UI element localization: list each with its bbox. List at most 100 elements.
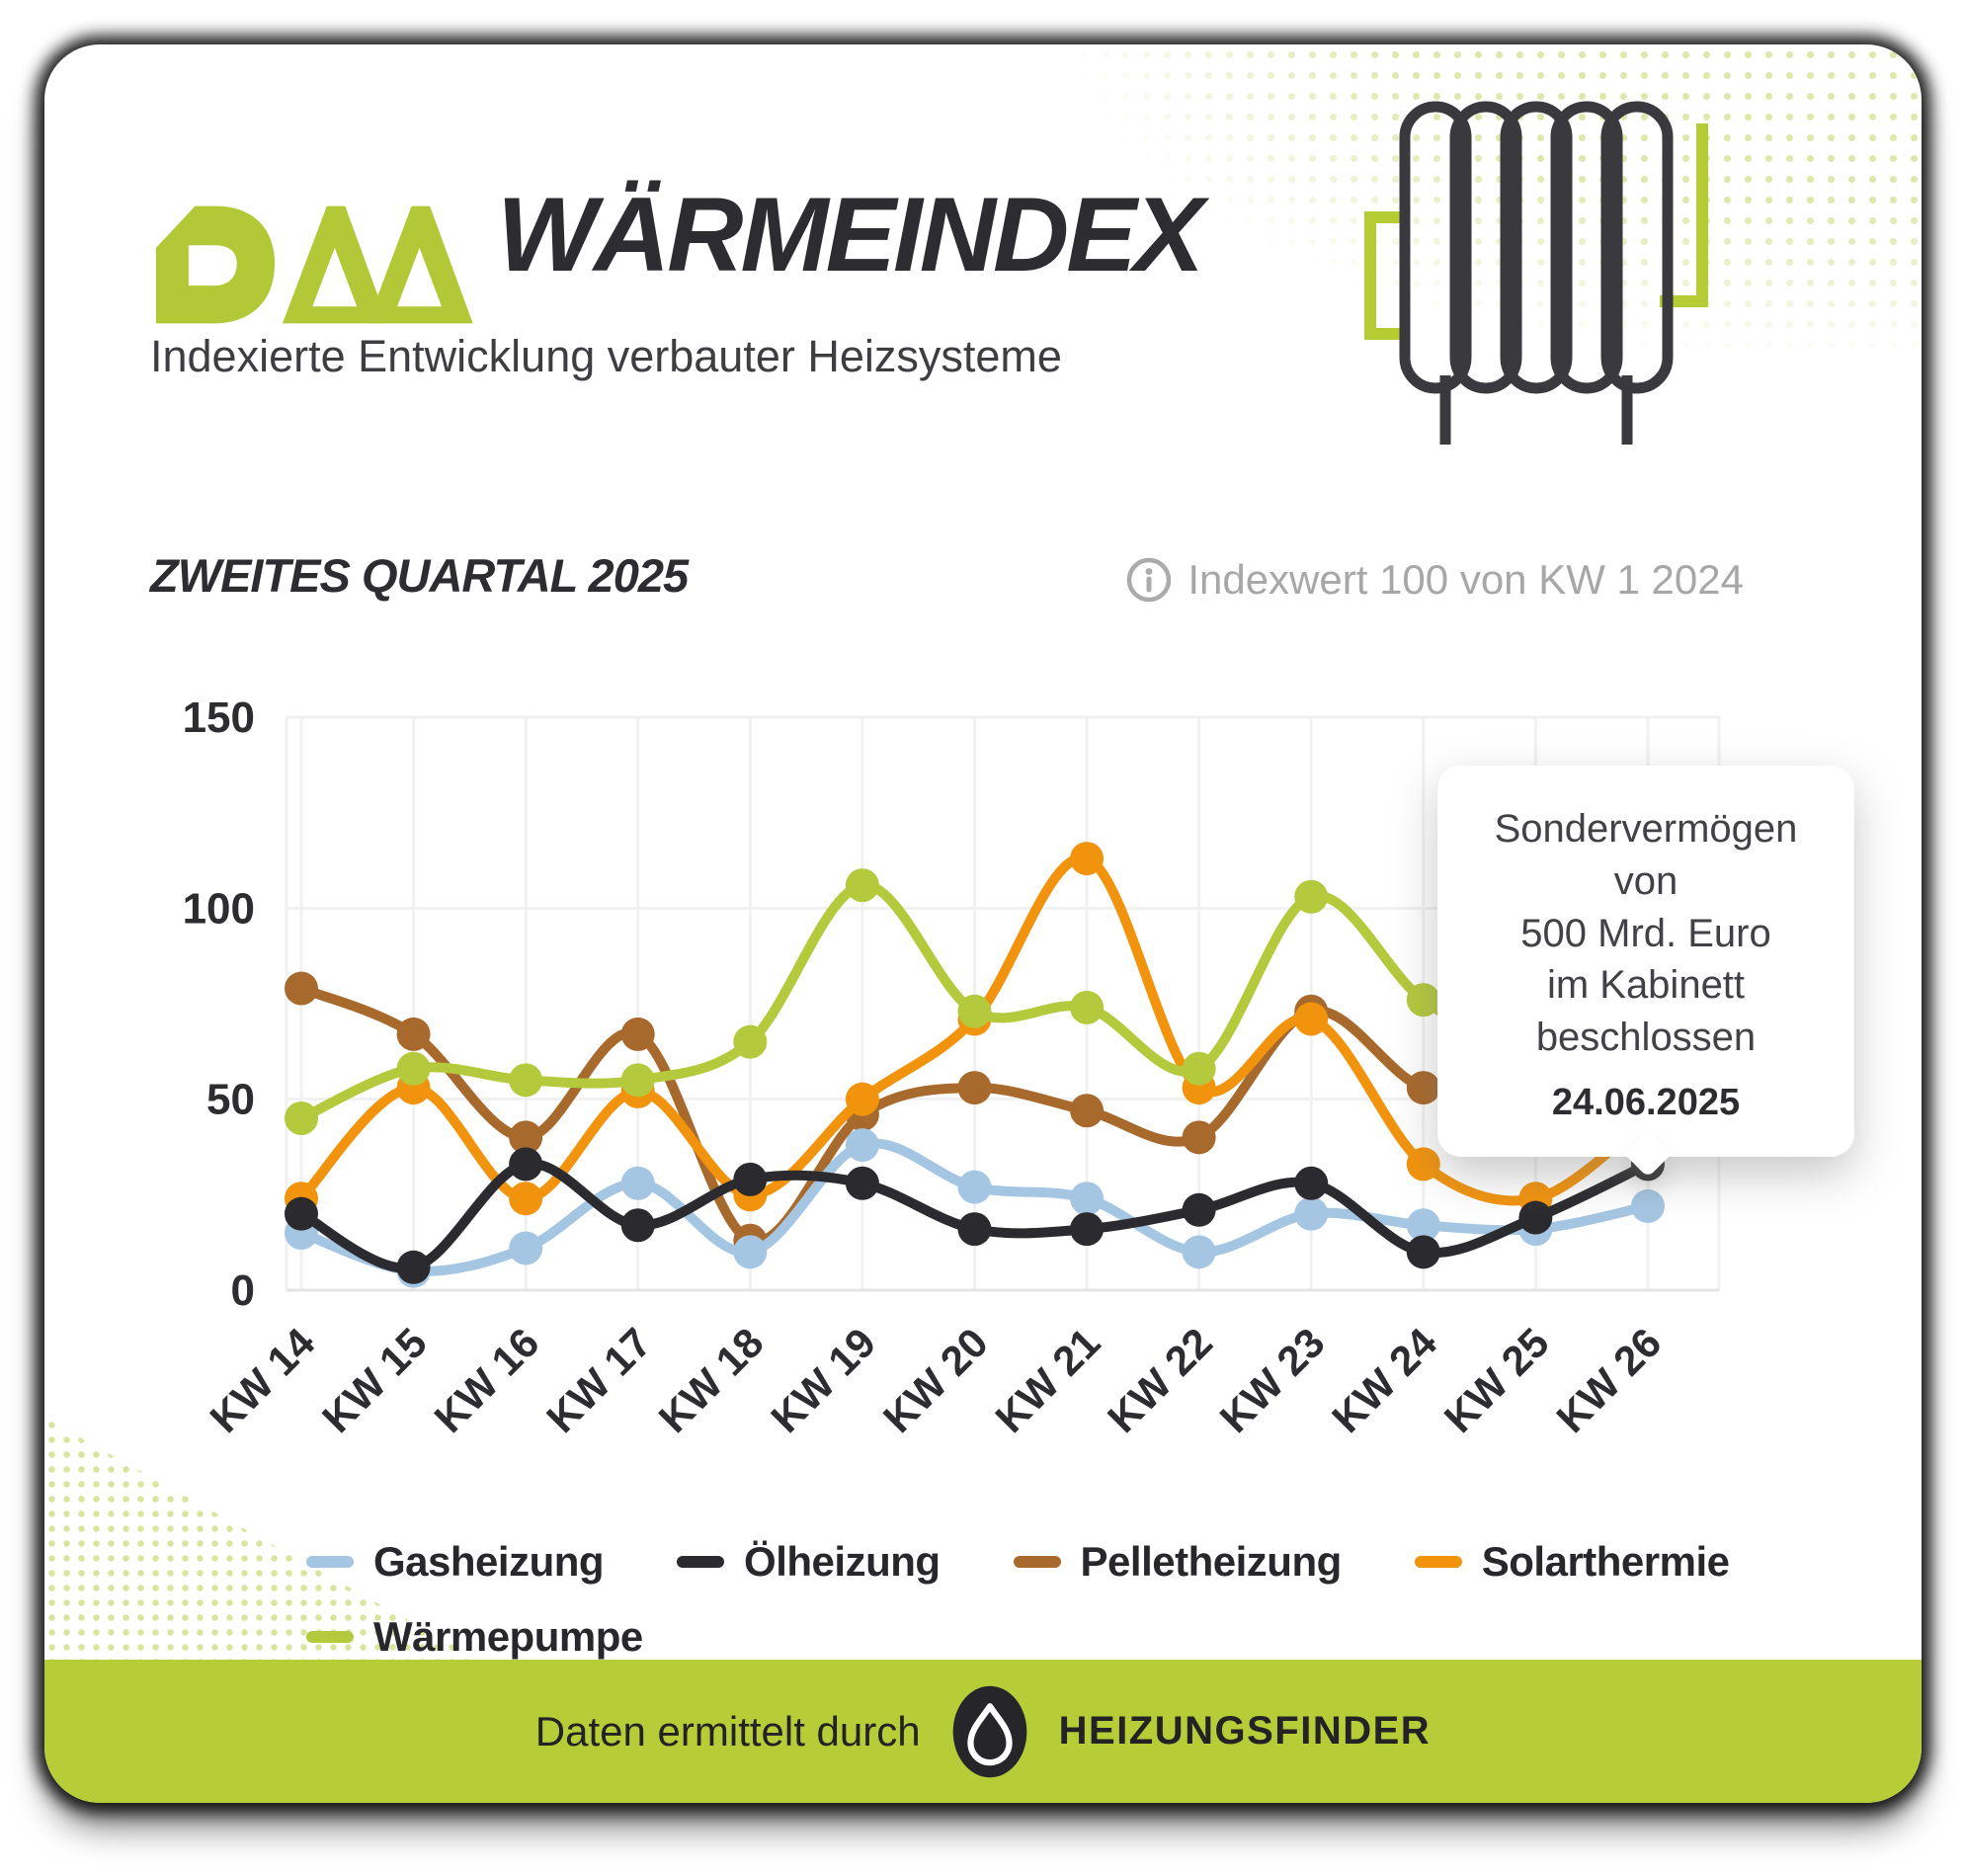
- x-axis-label: KW 21: [986, 1319, 1108, 1441]
- legend-item-ölheizung: Ölheizung: [677, 1538, 941, 1586]
- footer-brand: HEIZUNGSFINDER: [1058, 1709, 1432, 1753]
- point-Pelletheizung-KW 16: [509, 1120, 543, 1155]
- y-axis-label: 0: [231, 1266, 255, 1315]
- point-Gasheizung-KW 16: [509, 1231, 543, 1265]
- y-axis-label: 150: [183, 693, 255, 742]
- point-Wärmepumpe-KW 22: [1182, 1051, 1216, 1086]
- footer-bar: Daten ermittelt durch HEIZUNGSFINDER: [44, 1660, 1922, 1803]
- point-Gasheizung-KW 19: [845, 1128, 879, 1163]
- point-Pelletheizung-KW 20: [957, 1071, 992, 1105]
- point-Pelletheizung-KW 14: [285, 971, 318, 1006]
- radiator-icon: [1364, 101, 1708, 445]
- legend-item-wärmepumpe: Wärmepumpe: [306, 1613, 643, 1661]
- annotation-tooltip: Sondervermögen von 500 Mrd. Euro im Kabi…: [1437, 766, 1854, 1179]
- series-Ölheizung: [285, 1147, 1665, 1284]
- x-axis-label: KW 16: [426, 1319, 548, 1441]
- point-Ölheizung-KW 17: [620, 1208, 655, 1243]
- legend-label: Ölheizung: [744, 1538, 941, 1585]
- info-note: Indexwert 100 von KW 1 2024: [1126, 556, 1744, 604]
- point-Pelletheizung-KW 21: [1070, 1094, 1105, 1128]
- series-Gasheizung: [285, 1128, 1665, 1288]
- page-title: WÄRMEINDEX: [497, 175, 1204, 293]
- legend-label: Solarthermie: [1481, 1538, 1730, 1585]
- point-Pelletheizung-KW 24: [1406, 1071, 1440, 1105]
- legend-item-solarthermie: Solarthermie: [1414, 1538, 1730, 1586]
- point-Ölheizung-KW 15: [396, 1250, 431, 1284]
- legend-swatch: [1414, 1556, 1462, 1568]
- x-axis-label: KW 25: [1435, 1319, 1558, 1441]
- point-Ölheizung-KW 22: [1182, 1192, 1216, 1227]
- legend-swatch: [306, 1631, 354, 1643]
- point-Wärmepumpe-KW 19: [845, 868, 879, 903]
- point-Ölheizung-KW 25: [1518, 1200, 1553, 1235]
- x-axis-label: KW 26: [1547, 1319, 1670, 1441]
- point-Wärmepumpe-KW 17: [620, 1063, 655, 1098]
- point-Ölheizung-KW 18: [733, 1162, 768, 1196]
- x-axis-label: KW 17: [537, 1319, 660, 1441]
- legend-swatch: [306, 1556, 354, 1568]
- point-Gasheizung-KW 23: [1294, 1196, 1329, 1231]
- x-axis-label: KW 19: [762, 1319, 884, 1441]
- point-Wärmepumpe-KW 20: [957, 994, 992, 1028]
- daa-logo: [155, 205, 473, 324]
- point-Pelletheizung-KW 17: [620, 1017, 655, 1051]
- point-Wärmepumpe-KW 24: [1406, 983, 1440, 1018]
- point-Gasheizung-KW 20: [957, 1170, 992, 1204]
- point-Wärmepumpe-KW 16: [509, 1063, 543, 1098]
- legend-label: Gasheizung: [373, 1538, 605, 1585]
- legend-swatch: [677, 1556, 725, 1568]
- point-Wärmepumpe-KW 23: [1294, 879, 1329, 914]
- legend-label: Pelletheizung: [1080, 1538, 1343, 1585]
- info-icon: [1127, 557, 1172, 603]
- point-Wärmepumpe-KW 18: [733, 1024, 768, 1059]
- x-axis-label: KW 22: [1099, 1319, 1221, 1441]
- point-Ölheizung-KW 14: [285, 1196, 318, 1231]
- x-axis-label: KW 15: [313, 1319, 436, 1441]
- point-Wärmepumpe-KW 14: [285, 1101, 318, 1135]
- x-axis-label: KW 18: [650, 1319, 773, 1441]
- x-axis-label: KW 20: [874, 1319, 997, 1441]
- heizungsfinder-flame-logo: [952, 1685, 1026, 1777]
- point-Wärmepumpe-KW 21: [1070, 990, 1105, 1024]
- point-Solarthermie-KW 24: [1406, 1147, 1440, 1182]
- y-axis-label: 50: [206, 1076, 255, 1124]
- tooltip-line: im Kabinett beschlossen: [1535, 963, 1757, 1060]
- series-Wärmepumpe: [285, 868, 1665, 1135]
- point-Wärmepumpe-KW 15: [396, 1051, 431, 1086]
- point-Ölheizung-KW 23: [1294, 1166, 1329, 1200]
- point-Ölheizung-KW 16: [509, 1147, 543, 1182]
- point-Ölheizung-KW 20: [957, 1212, 992, 1247]
- point-Pelletheizung-KW 15: [396, 1017, 431, 1051]
- point-Pelletheizung-KW 22: [1182, 1120, 1216, 1155]
- tooltip-line: 500 Mrd. Euro: [1520, 911, 1771, 955]
- point-Ölheizung-KW 19: [845, 1166, 879, 1200]
- point-Ölheizung-KW 24: [1406, 1235, 1440, 1269]
- point-Gasheizung-KW 18: [733, 1235, 768, 1269]
- point-Gasheizung-KW 26: [1630, 1188, 1665, 1223]
- tooltip-date: 24.06.2025: [1551, 1081, 1741, 1123]
- point-Solarthermie-KW 21: [1070, 842, 1105, 876]
- legend-swatch: [1013, 1556, 1061, 1568]
- point-Gasheizung-KW 17: [620, 1166, 655, 1200]
- x-axis-label: KW 23: [1211, 1319, 1334, 1441]
- footer-attribution: Daten ermittelt durch: [534, 1707, 921, 1754]
- x-axis-label: KW 14: [201, 1319, 323, 1441]
- point-Solarthermie-KW 23: [1294, 1002, 1329, 1036]
- point-Solarthermie-KW 19: [845, 1082, 879, 1116]
- legend-label: Wärmepumpe: [373, 1613, 643, 1660]
- y-axis-label: 100: [183, 884, 255, 933]
- point-Gasheizung-KW 24: [1406, 1208, 1440, 1243]
- point-Solarthermie-KW 16: [509, 1182, 543, 1216]
- legend-item-pelletheizung: Pelletheizung: [1013, 1538, 1343, 1586]
- legend-item-gasheizung: Gasheizung: [306, 1538, 605, 1586]
- section-title: ZWEITES QUARTAL 2025: [150, 549, 689, 602]
- page-subtitle: Indexierte Entwicklung verbauter Heizsys…: [150, 331, 1062, 381]
- point-Gasheizung-KW 21: [1070, 1182, 1105, 1216]
- point-Gasheizung-KW 22: [1182, 1235, 1216, 1269]
- info-note-text: Indexwert 100 von KW 1 2024: [1187, 556, 1744, 603]
- tooltip-line: Sondervermögen von: [1494, 807, 1798, 903]
- point-Ölheizung-KW 21: [1070, 1212, 1105, 1247]
- infographic-card: WÄRMEINDEX Indexierte Entwicklung verbau…: [44, 44, 1922, 1803]
- x-axis-label: KW 24: [1323, 1319, 1445, 1441]
